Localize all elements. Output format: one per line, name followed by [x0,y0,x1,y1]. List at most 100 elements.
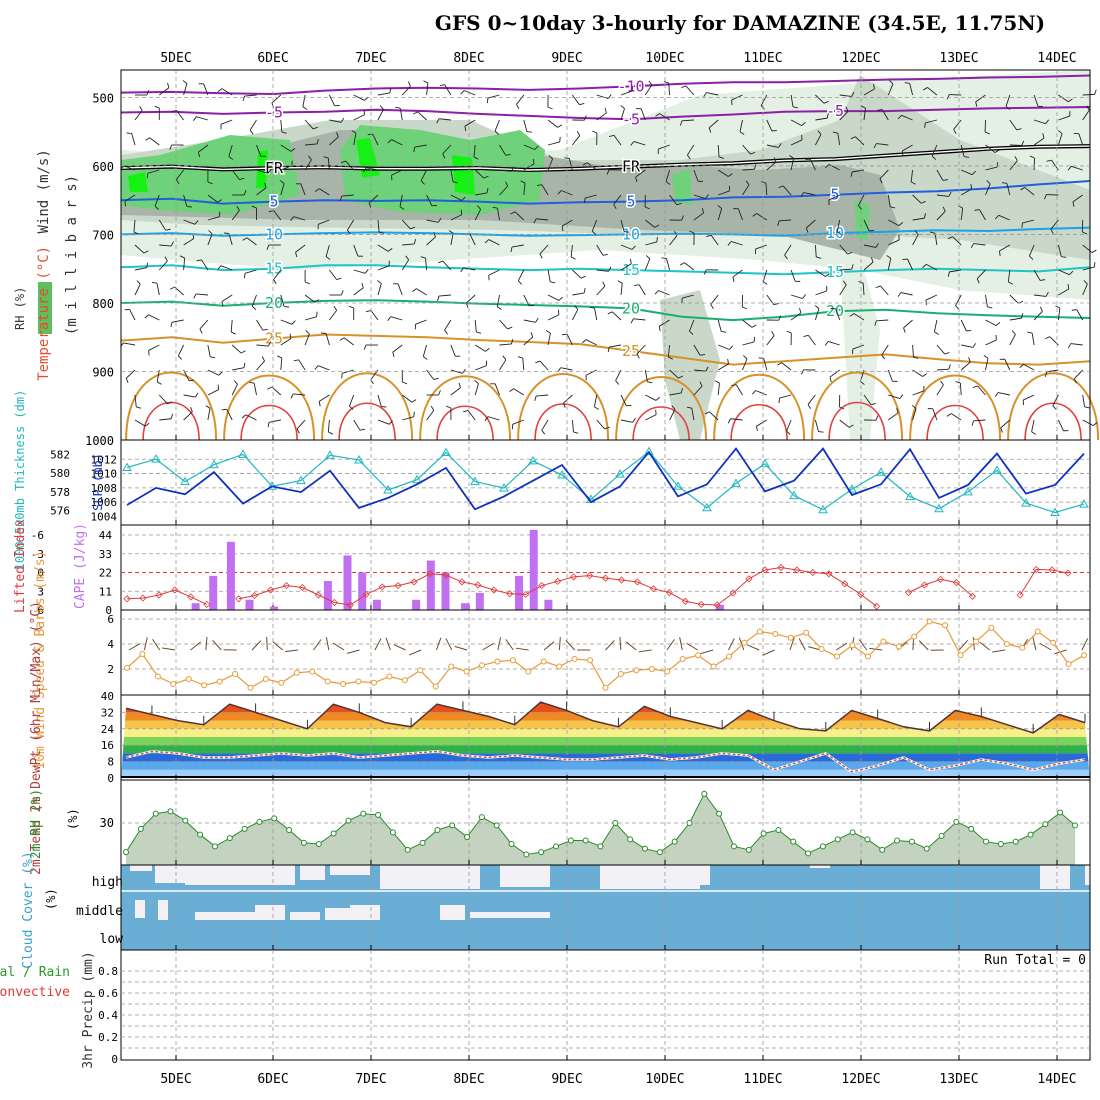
wind-barb [523,144,536,150]
rh2m-marker [538,849,545,856]
wind10m-barb [313,639,322,651]
wind-barb [305,143,318,146]
wind-barb [572,292,585,296]
cape-tick-label: 33 [99,548,112,561]
wind-barb [159,87,170,96]
wind-barb-flag [268,341,272,347]
wind-barb-flag [289,333,292,339]
cloud-cover-label: Cloud Cover (%) [21,851,36,968]
temp-tick-label: 40 [101,690,114,703]
bottom-date-label: 6DEC [257,1072,288,1087]
wind-barb [852,169,865,173]
wind10m-marker [942,622,949,629]
wind-barb [256,169,269,174]
wind-barb-flag [476,331,482,334]
wind-barb-flag [178,355,183,360]
wind-barb [547,314,560,321]
wind-barb-flag [970,243,974,249]
thickness-marker [122,462,132,471]
wind-barb [450,369,463,374]
wind-barb-flag [154,205,160,210]
wind-barb [415,319,427,325]
wind-barb-flag [706,234,712,238]
wind-barb [985,183,991,196]
wind-barb-flag [476,205,481,210]
wind-barb [488,239,500,246]
wind-barb-flag [996,162,999,168]
wind-barb-flag [727,241,732,246]
wind-barb-flag [832,131,838,134]
wind-barb [253,383,257,396]
wind-barb-flag [731,384,737,387]
rh2m-marker [300,839,307,846]
wind-barb [220,265,233,271]
cape-tick-label: 11 [99,585,112,598]
wind-barb [230,319,233,332]
wind-barb-flag [170,413,173,419]
svg-text:Temperature (°C) Wind (m: Temperature (°C) Wind (m/s) [36,149,52,381]
wind-barb-flag [655,113,660,117]
cloud-row-label: middle [76,904,123,919]
wind-barb [523,183,526,196]
wind-barb-flag [604,107,607,114]
wind-label: Wind (m/s) [36,149,52,233]
wind-barb-flag [689,230,695,234]
rh2m-marker [775,827,782,833]
wind-barb [1033,137,1045,146]
wind-barb [570,244,573,257]
wind-barb-flag [624,231,630,233]
wind-barb [196,116,209,121]
wind-barb [855,136,865,146]
wind-barb [183,83,188,96]
wind-barb-flag [1019,364,1024,368]
rh2m-marker [760,830,767,837]
wind-barb [835,308,841,321]
wind-barb [123,165,136,171]
wind-barb [231,344,242,354]
wind-barb-flag [570,256,576,260]
wind10m-marker [525,668,532,675]
wind-barb-flag [349,405,354,410]
rh2m-marker [923,845,930,852]
wind-barb-flag [665,181,671,185]
wind-barb-flag [413,146,416,153]
wind-barb-flag [197,152,201,158]
wind-barb-flag [799,307,802,314]
wind-barb [134,110,143,121]
wind10m-marker [741,639,748,646]
wind-barb [1005,94,1011,107]
wind-barb [563,394,573,404]
wind-barb-flag [845,106,849,112]
lifted-index-marker [809,568,817,577]
thickness-marker [151,454,161,463]
wind-barb [572,94,580,105]
wind-barb-flag [511,166,515,172]
wind-barb-flag [460,267,464,273]
wind-barb [414,144,427,148]
wind-barb [887,258,892,271]
wind-barb-flag [953,129,957,134]
wind10m-marker [432,683,439,690]
wind-barb-flag [705,366,709,372]
wind-barb [681,119,694,122]
rh2m-marker [1072,822,1078,829]
thickness-marker [673,481,683,490]
slp-tick-label: 1012 [91,453,118,466]
wind-barb-flag [663,81,669,84]
top-date-label: 9DEC [551,51,582,66]
rh-legend-swatch [38,282,52,334]
wind-barb-flag [423,80,429,84]
wind-barb [739,119,743,132]
wind-barb-flag [608,134,615,138]
upper-air-panel: -10 -5 -5 -5 FR FR 5 5 5 10 10 10 15 15 15 20 20 20 25 25 50… [85,69,1100,448]
lifted-index-marker [1064,569,1072,577]
wind-barb-flag [175,179,180,185]
wind-barb [718,344,730,350]
wind-barb [887,369,893,382]
wind-barb-flag [517,356,523,359]
wind-barb [876,319,889,322]
cape-bar [441,572,450,610]
wind-barb [572,269,582,279]
wind-barb-flag [1068,98,1073,103]
wind-barb [442,260,452,271]
